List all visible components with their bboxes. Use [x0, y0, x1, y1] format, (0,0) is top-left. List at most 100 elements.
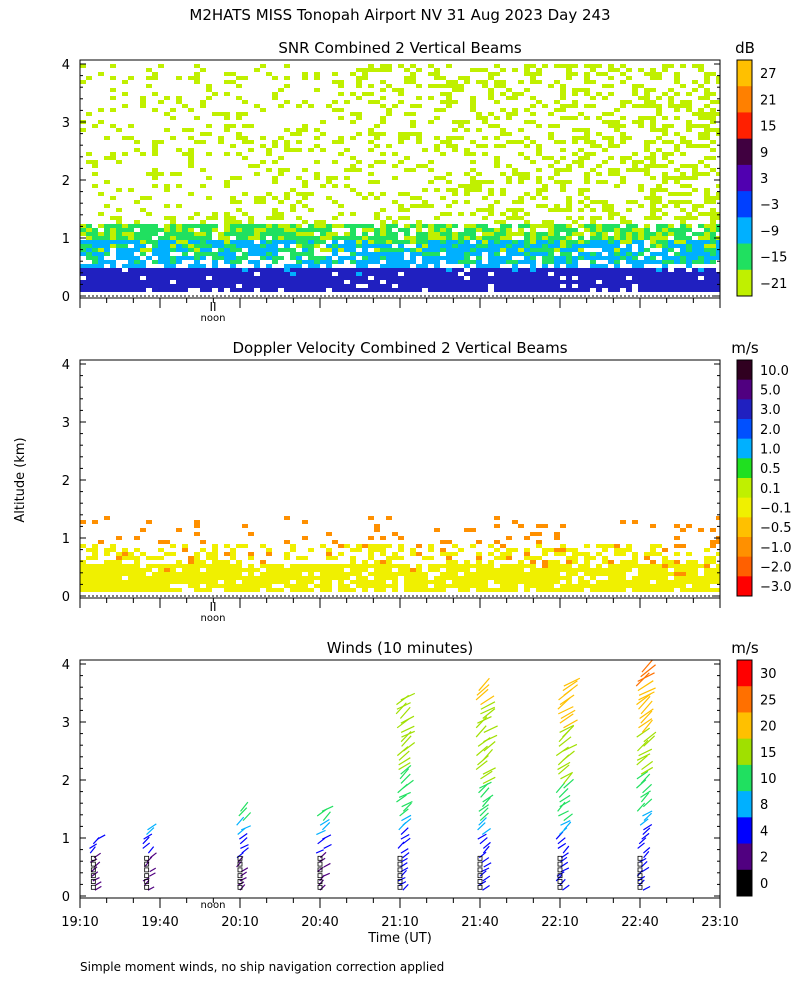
heatmap-cell — [686, 184, 692, 188]
heatmap-cell — [338, 268, 344, 272]
heatmap-cell — [278, 268, 284, 272]
heatmap-cell — [680, 528, 686, 532]
heatmap-cell — [230, 144, 236, 148]
heatmap-cell — [620, 252, 626, 256]
heatmap-cell — [704, 128, 710, 132]
heatmap-cell — [518, 196, 524, 200]
heatmap-cell — [410, 240, 416, 244]
heatmap-cell — [596, 272, 602, 276]
heatmap-cell — [602, 580, 608, 584]
calm-wind-marker — [237, 861, 243, 867]
heatmap-cell — [422, 164, 428, 168]
heatmap-cell — [308, 148, 314, 152]
calm-wind-marker — [397, 861, 403, 867]
heatmap-cell — [560, 256, 566, 260]
heatmap-cell — [548, 236, 554, 240]
heatmap-cell — [572, 572, 578, 576]
heatmap-cell — [128, 136, 134, 140]
heatmap-cell — [176, 244, 182, 248]
heatmap-cell — [500, 568, 506, 572]
heatmap-cell — [188, 248, 194, 252]
heatmap-cell — [620, 228, 626, 232]
heatmap-cell — [668, 224, 674, 228]
heatmap-cell — [194, 260, 200, 264]
heatmap-cell — [632, 224, 638, 228]
heatmap-cell — [86, 252, 92, 256]
heatmap-cell — [548, 280, 554, 284]
heatmap-cell — [500, 556, 506, 560]
heatmap-cell — [140, 196, 146, 200]
heatmap-cell — [668, 564, 674, 568]
heatmap-cell — [290, 208, 296, 212]
heatmap-cell — [716, 284, 720, 288]
heatmap-cell — [614, 276, 620, 280]
heatmap-cell — [506, 132, 512, 136]
heatmap-cell — [134, 560, 140, 564]
heatmap-cell — [620, 104, 626, 108]
heatmap-cell — [230, 580, 236, 584]
heatmap-cell — [638, 232, 644, 236]
heatmap-cell — [164, 568, 170, 572]
heatmap-cell — [212, 556, 218, 560]
colorbar-label: 1.0 — [760, 443, 781, 458]
heatmap-cell — [686, 244, 692, 248]
heatmap-cell — [566, 196, 572, 200]
heatmap-cell — [452, 244, 458, 248]
heatmap-cell — [494, 284, 500, 288]
heatmap-cell — [566, 288, 572, 292]
calm-wind-marker — [397, 873, 403, 879]
heatmap-cell — [542, 196, 548, 200]
heatmap-cell — [122, 232, 128, 236]
heatmap-cell — [428, 160, 434, 164]
x-tick-label: 23:10 — [701, 915, 738, 930]
wind-barb — [558, 736, 572, 747]
heatmap-cell — [86, 556, 92, 560]
heatmap-cell — [410, 256, 416, 260]
heatmap-cell — [488, 552, 494, 556]
heatmap-cell — [554, 80, 560, 84]
heatmap-cell — [440, 268, 446, 272]
heatmap-cell — [548, 136, 554, 140]
heatmap-cell — [170, 136, 176, 140]
heatmap-cell — [566, 168, 572, 172]
heatmap-cell — [536, 80, 542, 84]
heatmap-cell — [368, 240, 374, 244]
heatmap-cell — [626, 268, 632, 272]
heatmap-cell — [170, 248, 176, 252]
winds-colorbar-units: m/s — [731, 639, 759, 657]
heatmap-cell — [164, 248, 170, 252]
wind-barb — [639, 708, 654, 720]
heatmap-cell — [146, 576, 152, 580]
heatmap-cell — [350, 548, 356, 552]
heatmap-cell — [116, 568, 122, 572]
heatmap-cell — [530, 80, 536, 84]
heatmap-cell — [602, 204, 608, 208]
heatmap-cell — [428, 564, 434, 568]
heatmap-cell — [464, 152, 470, 156]
heatmap-cell — [716, 196, 720, 200]
heatmap-cell — [686, 564, 692, 568]
heatmap-cell — [548, 244, 554, 248]
heatmap-cell — [464, 576, 470, 580]
x-axis-label: Time (UT) — [367, 931, 432, 946]
heatmap-cell — [584, 176, 590, 180]
heatmap-cell — [284, 268, 290, 272]
heatmap-cell — [320, 276, 326, 280]
heatmap-cell — [464, 580, 470, 584]
heatmap-cell — [338, 84, 344, 88]
calm-wind-marker — [237, 879, 243, 884]
heatmap-cell — [266, 272, 272, 276]
heatmap-cell — [602, 560, 608, 564]
heatmap-cell — [668, 192, 674, 196]
heatmap-cell — [380, 120, 386, 124]
heatmap-cell — [296, 228, 302, 232]
heatmap-cell — [692, 560, 698, 564]
heatmap-cell — [194, 552, 200, 556]
heatmap-cell — [344, 240, 350, 244]
heatmap-cell — [206, 572, 212, 576]
heatmap-cell — [584, 568, 590, 572]
heatmap-cell — [368, 284, 374, 288]
heatmap-cell — [410, 276, 416, 280]
heatmap-cell — [428, 96, 434, 100]
heatmap-cell — [176, 204, 182, 208]
